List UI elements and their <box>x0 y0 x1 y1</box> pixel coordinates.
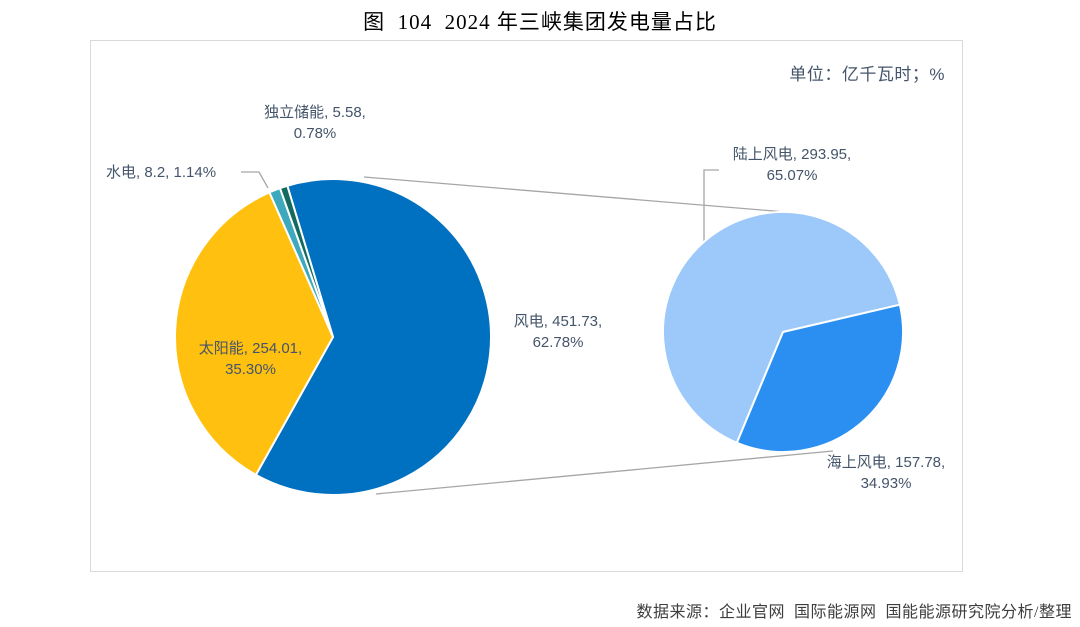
label-onshore-line2: 65.07% <box>766 167 818 184</box>
label-storage-line1: 独立储能, 5.58, <box>264 104 366 121</box>
wind-breakdown-pie-slice-offshore <box>735 303 904 453</box>
label-hydro: 水电, 8.2, 1.14% <box>106 162 246 183</box>
label-solar: 太阳能, 254.01, 35.30% <box>178 338 323 380</box>
label-storage-line2: 0.78% <box>293 125 337 142</box>
leader-line-hydro <box>241 171 269 189</box>
label-storage: 独立储能, 5.58, 0.78% <box>225 102 405 144</box>
label-wind-line2: 62.78% <box>532 334 584 351</box>
label-solar-line1: 太阳能, 254.01, <box>198 340 303 357</box>
main-pie-slice-solar <box>174 191 334 476</box>
label-onshore-line1: 陆上风电, 293.95, <box>732 146 852 163</box>
data-source-note: 数据来源：企业官网 国际能源网 国能能源研究院分析/整理 <box>636 604 1072 621</box>
unit-note: 单位：亿千瓦时；% <box>789 65 945 84</box>
connector-line-top <box>363 176 787 213</box>
label-wind-line1: 风电, 451.73, <box>513 313 603 330</box>
main-pie-slice-wind <box>254 178 492 496</box>
label-hydro-line1: 水电, 8.2, 1.14% <box>106 164 217 181</box>
label-wind: 风电, 451.73, 62.78% <box>492 311 624 353</box>
label-offshore-line1: 海上风电, 157.78, <box>826 454 946 471</box>
label-onshore: 陆上风电, 293.95, 65.07% <box>712 144 872 186</box>
chart-title: 图 104 2024 年三峡集团发电量占比 <box>363 10 717 34</box>
label-solar-line2: 35.30% <box>225 361 276 378</box>
pie-slices-group <box>174 178 904 496</box>
label-offshore-line2: 34.93% <box>860 475 912 492</box>
label-offshore: 海上风电, 157.78, 34.93% <box>806 452 966 494</box>
leader-line-onshore <box>703 169 719 244</box>
main-pie-slice-storage <box>278 184 334 338</box>
wind-breakdown-pie-slice-onshore <box>662 211 901 444</box>
connector-line-bottom <box>375 450 834 495</box>
